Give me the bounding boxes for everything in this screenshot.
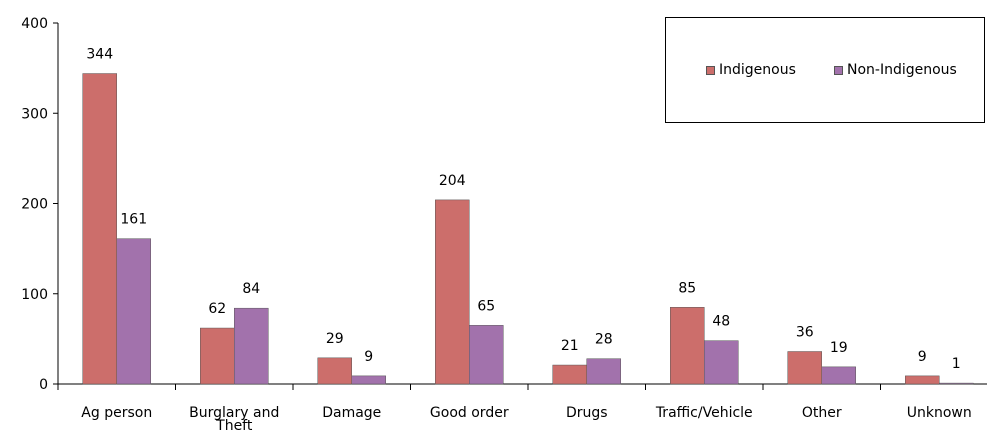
x-tick-label-line: Burglary and [189,405,279,421]
bar-indigenous [670,307,705,385]
data-label: 62 [208,301,226,317]
bar-indigenous [200,327,235,385]
data-labels: 344 161 62 84 29 9 204 65 21 28 85 48 36 19 9 1 [86,47,960,373]
bar-non-indigenous [116,238,151,385]
x-tick-label-line: Damage [322,405,381,421]
bar-indigenous [435,199,470,385]
legend: Indigenous Non-Indigenous [665,17,985,123]
data-label: 161 [120,212,147,228]
bar-non-indigenous [821,366,856,385]
y-tick-label: 200 [21,197,48,213]
legend-label-non-indigenous: Non-Indigenous [847,62,957,78]
x-tick-label: Traffic/Vehicle [655,405,753,421]
y-tick-label: 400 [21,16,48,32]
legend-item-indigenous: Indigenous [706,62,796,78]
data-label: 19 [830,340,848,356]
bar-non-indigenous [351,375,386,385]
x-tick-label: Unknown [907,405,972,421]
y-axis: 0 100 200 300 400 [21,16,59,393]
data-label: 204 [439,173,466,189]
data-label: 9 [918,349,927,365]
bar-non-indigenous [586,358,621,385]
bar-non-indigenous [704,340,739,385]
y-tick-label: 300 [21,106,48,122]
x-tick-label-line: Good order [430,405,509,421]
legend-label-indigenous: Indigenous [719,62,796,78]
x-tick-label-line: Unknown [907,405,972,421]
x-tick-label-line: Ag person [81,405,152,421]
bar-indigenous [82,73,117,385]
bar-indigenous [552,364,587,385]
data-label: 29 [326,331,344,347]
x-tick-label-line: Other [802,405,842,421]
x-tick-label: Burglary and Theft [189,405,279,434]
bar-non-indigenous [234,307,269,385]
data-label: 85 [678,280,696,296]
data-label: 1 [952,356,961,372]
legend-swatch-non-indigenous [834,65,843,75]
data-label: 21 [561,338,579,354]
bar-indigenous [787,351,822,385]
x-tick-label: Damage [322,405,381,421]
x-tick-label-line: Drugs [566,405,608,421]
data-label: 344 [86,47,113,63]
x-tick-label-line: Traffic/Vehicle [655,405,753,421]
data-label: 84 [242,281,260,297]
data-label: 65 [477,298,495,314]
x-tick-label: Ag person [81,405,152,421]
y-tick-label: 100 [21,287,48,303]
bars [82,73,974,385]
data-label: 48 [712,314,730,330]
data-label: 9 [364,349,373,365]
x-tick-label: Drugs [566,405,608,421]
bar-non-indigenous [939,382,974,385]
bar-non-indigenous [469,325,504,385]
y-tick-label: 0 [39,377,48,393]
legend-swatch-indigenous [706,65,715,75]
bar-indigenous [905,375,940,385]
data-label: 36 [796,325,814,341]
bar-indigenous [317,357,352,385]
x-tick-label: Other [802,405,842,421]
x-tick-label: Good order [430,405,509,421]
legend-item-non-indigenous: Non-Indigenous [834,62,957,78]
x-axis: Ag person Burglary and Theft Damage Good ord… [57,383,987,434]
data-label: 28 [595,332,613,348]
x-tick-label-line: Theft [215,418,253,434]
